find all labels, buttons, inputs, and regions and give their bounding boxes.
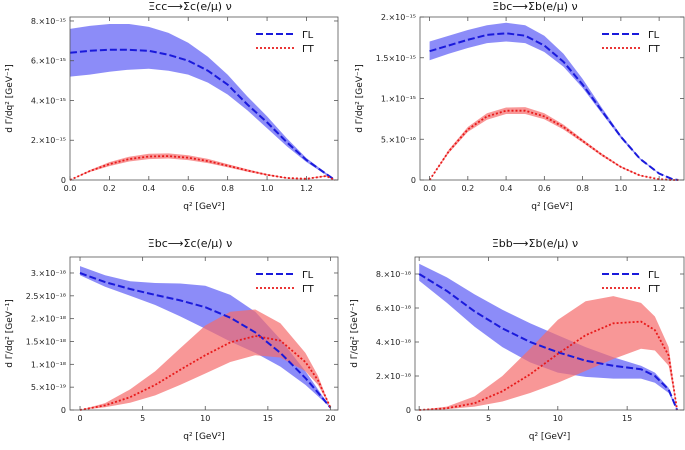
- x-tick-label: 0: [417, 414, 422, 423]
- x-tick-label: 0.2: [461, 184, 474, 193]
- x-tick-label: 0.2: [103, 184, 116, 193]
- panel-xibc-sigmac: 0 5 10 15 20 0 5.×10⁻¹⁹ 1.×10⁻¹⁸ 1.5×10⁻¹⁸ 2.×10⁻…: [5, 237, 339, 442]
- y-tick-label: 6.×10⁻¹⁵: [31, 57, 66, 66]
- x-axis-label: q² [GeV²]: [529, 432, 570, 442]
- line-gamma-l: [69, 48, 336, 181]
- legend-label-gamma-l: ΓL: [648, 30, 660, 41]
- x-tick-label: 1.2: [300, 184, 313, 193]
- x-tick-label: 5: [140, 414, 145, 423]
- line-gamma-t: [69, 155, 336, 181]
- x-tick-label: 0.8: [576, 184, 589, 193]
- y-tick-label: 1.5×10⁻¹⁸: [26, 337, 66, 346]
- line-gamma-l: [429, 32, 679, 181]
- plot-frame: [69, 256, 339, 411]
- y-tick-label: 6.×10⁻¹⁸: [376, 304, 411, 313]
- band-gamma-t: [70, 153, 335, 180]
- legend-label-gamma-t: ΓT: [648, 44, 661, 55]
- plot-frame: [414, 256, 685, 411]
- y-tick-label: 5.×10⁻¹⁶: [381, 135, 416, 144]
- x-tick-label: 0: [77, 414, 82, 423]
- y-tick-label: 4.×10⁻¹⁵: [31, 96, 66, 105]
- y-tick-label: 4.×10⁻¹⁸: [376, 338, 411, 347]
- y-tick-label: 0: [61, 176, 66, 185]
- x-tick-label: 0.8: [221, 184, 234, 193]
- x-axis-label: q² [GeV²]: [183, 202, 224, 212]
- y-tick-label: 1.×10⁻¹⁸: [31, 360, 66, 369]
- y-tick-label: 5.×10⁻¹⁹: [31, 383, 66, 392]
- line-gamma-t: [419, 320, 678, 411]
- y-tick-label: 1.5×10⁻¹⁵: [376, 54, 416, 63]
- x-tick-label: 0.4: [142, 184, 155, 193]
- y-tick-label: 0: [406, 406, 411, 415]
- band-gamma-t: [429, 107, 679, 180]
- y-tick-label: 0: [61, 406, 66, 415]
- x-tick-label: 15: [622, 414, 632, 423]
- band-gamma-l: [80, 266, 331, 408]
- legend-label-gamma-t: ΓT: [648, 284, 661, 295]
- plot-frame: [69, 16, 339, 181]
- y-tick-label: 3.×10⁻¹⁸: [31, 269, 66, 278]
- y-tick-label: 1.×10⁻¹⁵: [381, 95, 416, 104]
- band-gamma-l: [429, 22, 679, 181]
- y-tick-label: 8.×10⁻¹⁸: [376, 270, 411, 279]
- x-tick-label: 0.0: [64, 184, 77, 193]
- x-tick-label: 1.0: [615, 184, 628, 193]
- y-axis-label: d Γ/dq² [GeV⁻¹]: [355, 64, 365, 133]
- panel-xicc-sigmac: 0.0 0.2 0.4 0.6 0.8 1.0 1.2 0 2.×10⁻¹⁵ 4.×10⁻¹⁵ 6.…: [5, 0, 339, 212]
- y-axis-label: d Γ/dq² [GeV⁻¹]: [5, 64, 15, 133]
- x-tick-label: 10: [553, 414, 563, 423]
- band-gamma-t: [419, 296, 678, 410]
- band-gamma-l: [70, 24, 335, 180]
- legend-label-gamma-l: ΓL: [648, 270, 660, 281]
- x-axis-label: q² [GeV²]: [183, 432, 224, 442]
- band-gamma-t: [80, 309, 331, 410]
- y-tick-label: 0: [411, 176, 416, 185]
- y-axis-label: d Γ/dq² [GeV⁻¹]: [350, 299, 360, 368]
- chart-title: Ξcc⟶Σc(e/μ) ν: [148, 0, 232, 13]
- line-gamma-l: [418, 273, 679, 411]
- x-tick-label: 20: [325, 414, 335, 423]
- legend-label-gamma-l: ΓL: [302, 270, 314, 281]
- line-gamma-t: [79, 335, 332, 411]
- y-tick-label: 8.×10⁻¹⁵: [31, 17, 66, 26]
- legend-label-gamma-l: ΓL: [302, 30, 314, 41]
- chart-title: Ξbb⟶Σb(e/μ) ν: [492, 237, 578, 250]
- x-tick-label: 0.0: [423, 184, 436, 193]
- chart-title: Ξbc⟶Σb(e/μ) ν: [492, 0, 577, 13]
- panel-xibb-sigmab: 0 5 10 15 0 2.×10⁻¹⁸ 4.×10⁻¹⁸ 6.×10⁻¹⁸ 8.×10⁻¹⁸ Ξ…: [350, 237, 685, 442]
- y-tick-label: 2.×10⁻¹⁸: [376, 372, 411, 381]
- x-tick-label: 0.6: [538, 184, 551, 193]
- x-tick-label: 5: [486, 414, 491, 423]
- y-tick-label: 2.5×10⁻¹⁸: [26, 292, 66, 301]
- chart-title: Ξbc⟶Σc(e/μ) ν: [148, 237, 232, 250]
- panel-xibc-sigmab: 0.0 0.2 0.4 0.6 0.8 1.0 1.2 0 5.×10⁻¹⁶ 1.×10⁻¹⁵ 1.…: [355, 0, 685, 212]
- line-gamma-t: [428, 109, 679, 181]
- x-tick-label: 1.0: [261, 184, 274, 193]
- x-tick-label: 0.6: [182, 184, 195, 193]
- x-tick-label: 0.4: [500, 184, 513, 193]
- x-axis-label: q² [GeV²]: [531, 202, 572, 212]
- y-axis-label: d Γ/dq² [GeV⁻¹]: [5, 299, 15, 368]
- line-gamma-l: [79, 272, 332, 409]
- x-tick-label: 15: [263, 414, 273, 423]
- y-tick-label: 2.×10⁻¹⁸: [31, 315, 66, 324]
- legend-label-gamma-t: ΓT: [302, 44, 315, 55]
- x-tick-label: 10: [200, 414, 210, 423]
- x-tick-label: 1.2: [653, 184, 666, 193]
- y-tick-label: 2.×10⁻¹⁵: [31, 136, 66, 145]
- legend-label-gamma-t: ΓT: [302, 284, 315, 295]
- y-tick-label: 2.×10⁻¹⁵: [381, 13, 416, 22]
